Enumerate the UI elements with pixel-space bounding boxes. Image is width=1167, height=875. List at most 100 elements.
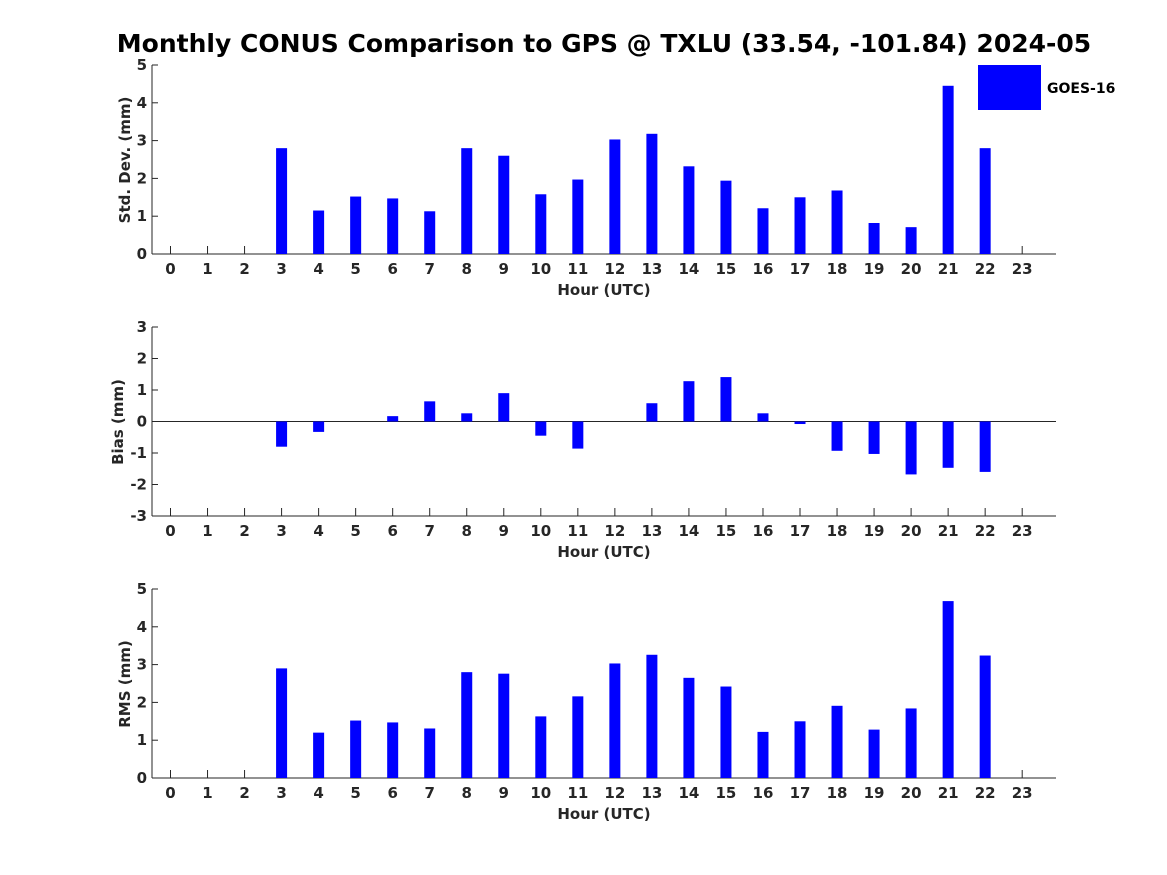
panel-1-bar-hour-13 — [646, 133, 658, 254]
panel-2-bar-hour-17 — [794, 421, 806, 425]
panel-1-bar-hour-12 — [609, 139, 621, 254]
panel-2-bar-hour-19 — [868, 421, 880, 454]
panel-2-bar-hour-22 — [979, 421, 991, 472]
panel-1-x-tick-label: 22 — [975, 260, 996, 278]
panel-3-x-tick-label: 0 — [165, 784, 175, 802]
panel-3-y-tick-label: 4 — [137, 618, 147, 636]
panel-1-x-tick-label: 13 — [641, 260, 662, 278]
panel-3-bar-hour-13 — [646, 654, 658, 778]
panel-3-x-tick-label: 17 — [790, 784, 811, 802]
panel-3-y-tick-label: 0 — [137, 769, 147, 787]
panel-2-x-tick-label: 20 — [901, 522, 922, 540]
panel-2-x-tick-label: 3 — [276, 522, 286, 540]
panel-2-x-tick-label: 21 — [938, 522, 959, 540]
panel-3-x-tick-label: 18 — [827, 784, 848, 802]
panel-2-x-tick-label: 18 — [827, 522, 848, 540]
panel-3-x-tick-label: 20 — [901, 784, 922, 802]
panel-1-y-tick-label: 3 — [137, 132, 147, 150]
panel-1-x-tick-label: 20 — [901, 260, 922, 278]
panel-1-bar-hour-7 — [424, 211, 436, 254]
panel-1-bar-hour-17 — [794, 197, 806, 254]
panel-2-bar-hour-3 — [276, 421, 288, 447]
panel-1-bar-hour-20 — [905, 227, 917, 254]
panel-1-bar-hour-16 — [757, 208, 769, 254]
panel-1-y-tick-label: 4 — [137, 94, 147, 112]
panel-3-bar-hour-9 — [498, 673, 510, 778]
panel-1-x-tick-label: 21 — [938, 260, 959, 278]
panel-2-x-tick-label: 0 — [165, 522, 175, 540]
panel-2-bar-hour-14 — [683, 381, 695, 422]
panel-3-x-tick-label: 6 — [387, 784, 397, 802]
panel-3-x-tick-label: 14 — [678, 784, 699, 802]
panel-3-x-tick-label: 7 — [424, 784, 434, 802]
panel-2-x-tick-label: 9 — [499, 522, 509, 540]
panel-2-x-tick-label: 6 — [387, 522, 397, 540]
legend-swatch — [978, 65, 1041, 110]
panel-3-x-tick-label: 5 — [350, 784, 360, 802]
panel-3-x-tick-label: 15 — [716, 784, 737, 802]
panel-3-bar-hour-18 — [831, 705, 843, 778]
panel-2-bar-hour-20 — [905, 421, 917, 475]
panel-1-x-tick-label: 7 — [424, 260, 434, 278]
panel-2-x-tick-label: 10 — [530, 522, 551, 540]
panel-3-bar-hour-6 — [387, 722, 399, 778]
panel-2-y-tick-label: 1 — [137, 381, 147, 399]
panel-1-bar-hour-4 — [313, 210, 325, 254]
panel-1-y-tick-label: 2 — [137, 169, 147, 187]
panel-1-x-tick-label: 10 — [530, 260, 551, 278]
panel-3-x-tick-label: 4 — [313, 784, 323, 802]
panel-3-bar-hour-21 — [942, 601, 954, 778]
panel-3-x-tick-label: 11 — [567, 784, 588, 802]
panel-1-x-tick-label: 2 — [239, 260, 249, 278]
panel-1-x-tick-label: 23 — [1012, 260, 1033, 278]
panel-1-x-tick-label: 14 — [678, 260, 699, 278]
panel-1-x-tick-label: 18 — [827, 260, 848, 278]
panel-1-bar-hour-15 — [720, 180, 732, 254]
panel-3-bar-hour-7 — [424, 728, 436, 778]
panel-2-y-tick-label: -2 — [130, 476, 147, 494]
panel-3-bar-hour-8 — [461, 672, 473, 778]
panel-2-y-tick-label: -1 — [130, 444, 147, 462]
panel-1-bar-hour-11 — [572, 179, 584, 254]
panel-3-bar-hour-12 — [609, 663, 621, 778]
panel-3-x-tick-label: 12 — [604, 784, 625, 802]
panel-1-bar-hour-22 — [979, 148, 991, 254]
panel-1-bar-hour-10 — [535, 194, 547, 254]
panel-3-bar-hour-20 — [905, 708, 917, 778]
legend-label: GOES-16 — [1047, 81, 1115, 97]
panel-1-x-tick-label: 6 — [387, 260, 397, 278]
panel-3-x-tick-label: 8 — [462, 784, 472, 802]
panel-2-bar-hour-16 — [757, 413, 769, 422]
panel-2-bar-hour-13 — [646, 403, 658, 422]
panel-2-x-axis-label: Hour (UTC) — [557, 543, 650, 561]
panel-2-x-tick-label: 17 — [790, 522, 811, 540]
panel-2-bar-hour-6 — [387, 416, 399, 422]
panel-2-x-tick-label: 7 — [424, 522, 434, 540]
panel-1-x-tick-label: 11 — [567, 260, 588, 278]
panel-2-x-tick-label: 19 — [864, 522, 885, 540]
panel-1-bar-hour-19 — [868, 223, 880, 254]
panel-1-bar-hour-6 — [387, 198, 399, 254]
panel-1-x-tick-label: 12 — [604, 260, 625, 278]
panel-1-bar-hour-5 — [350, 196, 362, 254]
panel-1-bar-hour-14 — [683, 166, 695, 254]
panel-2-bar-hour-7 — [424, 401, 436, 422]
panel-3-y-axis-label: RMS (mm) — [116, 640, 134, 727]
panel-2-x-tick-label: 16 — [753, 522, 774, 540]
panel-2-x-tick-label: 5 — [350, 522, 360, 540]
panel-3-x-tick-label: 16 — [753, 784, 774, 802]
panel-3-x-tick-label: 3 — [276, 784, 286, 802]
panel-3-x-tick-label: 9 — [499, 784, 509, 802]
panel-3-bar-hour-17 — [794, 721, 806, 778]
panel-1-x-tick-label: 9 — [499, 260, 509, 278]
panel-1-x-tick-label: 16 — [753, 260, 774, 278]
panel-1-x-tick-label: 1 — [202, 260, 212, 278]
panel-2-bar-hour-10 — [535, 421, 547, 436]
panel-3-bar-hour-3 — [276, 668, 288, 778]
panel-3-bar-hour-11 — [572, 696, 584, 778]
panel-3-x-tick-label: 10 — [530, 784, 551, 802]
panel-1-bar-hour-9 — [498, 155, 510, 254]
panel-1-y-axis-label: Std. Dev. (mm) — [116, 97, 134, 224]
panel-3-y-tick-label: 5 — [137, 580, 147, 598]
panel-1-x-tick-label: 8 — [462, 260, 472, 278]
